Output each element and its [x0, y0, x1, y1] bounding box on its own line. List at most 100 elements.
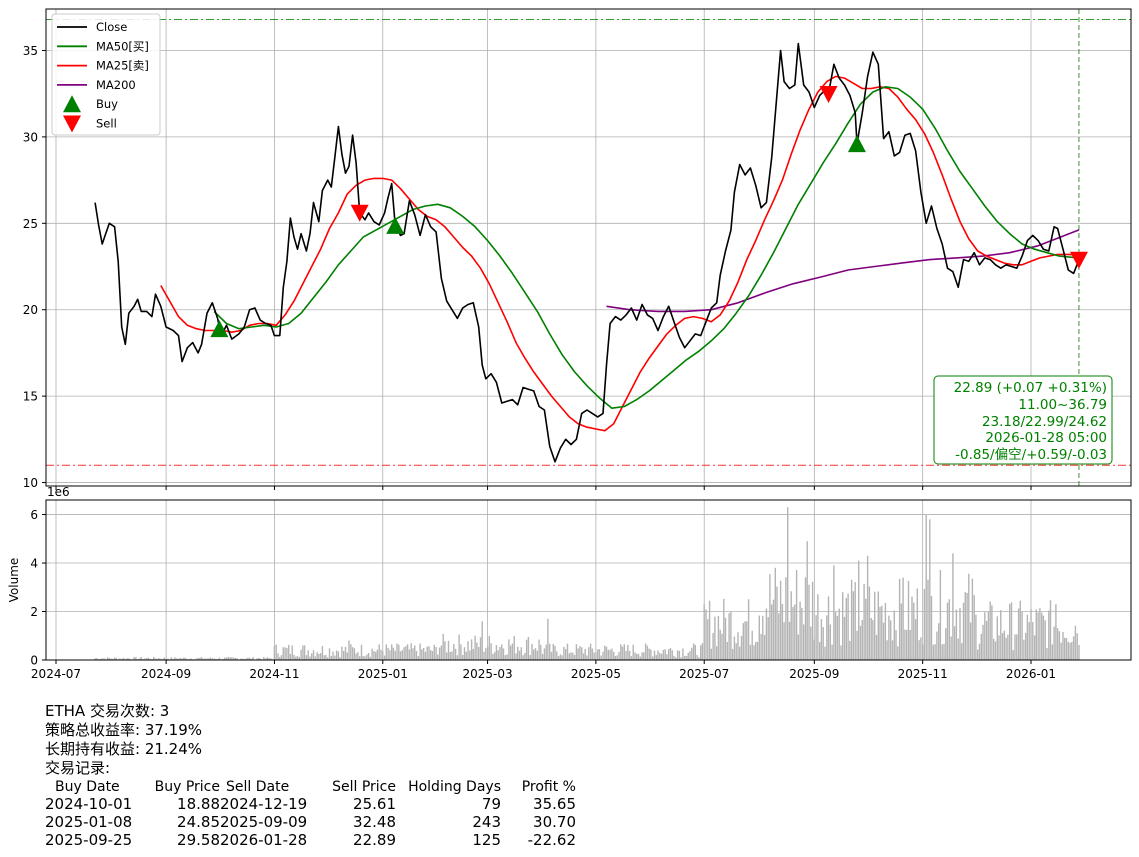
volume-bar — [520, 647, 522, 660]
volume-bar — [993, 638, 995, 660]
volume-bar — [808, 584, 810, 660]
volume-bar — [453, 644, 455, 660]
volume-bar — [623, 644, 625, 660]
volume-bar — [334, 655, 336, 660]
volume-bar — [609, 649, 611, 660]
volume-bar — [314, 656, 316, 660]
price-grid — [46, 9, 1131, 486]
volume-bar — [440, 645, 443, 660]
volume-bar — [662, 649, 665, 660]
volume-bar — [969, 622, 972, 660]
volume-bar — [948, 599, 950, 660]
volume-bar — [751, 630, 753, 660]
volume-bar — [197, 657, 199, 660]
series-line — [606, 229, 1080, 313]
volume-bar — [797, 634, 799, 660]
volume-bar — [810, 626, 812, 660]
volume-bar — [660, 653, 663, 660]
volume-bar — [222, 658, 224, 660]
price-reference-lines — [46, 9, 1131, 486]
volume-bar — [945, 628, 947, 660]
volume-bar — [586, 655, 588, 660]
volume-bar — [925, 514, 927, 660]
volume-bar — [430, 650, 432, 660]
volume-bar — [547, 618, 549, 660]
volume-bar — [190, 658, 192, 660]
volume-bar — [225, 657, 228, 660]
volume-bar — [1055, 604, 1057, 660]
volume-bar — [579, 646, 581, 660]
volume-bar — [602, 651, 604, 660]
volume-bar — [902, 577, 904, 660]
x-tick-label: 2025-07 — [679, 667, 729, 681]
volume-bar — [980, 633, 982, 660]
header-sell-price: Sell Price — [332, 778, 396, 795]
volume-bar — [650, 649, 652, 660]
volume-bar — [771, 604, 773, 660]
volume-bar — [362, 656, 364, 660]
volume-bar — [929, 519, 931, 660]
volume-bar — [859, 625, 862, 660]
volume-bar — [394, 650, 396, 660]
volume-bar — [962, 602, 965, 660]
volume-bar — [545, 644, 547, 660]
volume-bar — [158, 658, 160, 660]
volume-bar — [280, 655, 283, 660]
volume-bar — [330, 656, 332, 660]
volume-bar — [1048, 610, 1050, 660]
volume-bar — [755, 642, 757, 660]
volume-bar — [133, 657, 135, 660]
volume-bar — [858, 560, 860, 660]
volume-bar — [731, 649, 734, 660]
volume-bar — [790, 591, 792, 660]
volume-bar — [756, 641, 759, 660]
table-row: 2025-01-08 24.85 2025-09-09 32.48 243 30… — [45, 813, 576, 831]
volume-bar — [787, 507, 789, 660]
cell-holding-days: 79 — [481, 795, 501, 813]
volume-y-tick-label: 6 — [30, 508, 38, 522]
volume-bar — [332, 651, 334, 660]
volume-bar — [657, 650, 659, 660]
volume-bar — [920, 637, 922, 660]
cell-buy-date: 2025-01-08 — [45, 813, 133, 831]
volume-bar — [616, 655, 618, 660]
volume-bar — [875, 634, 878, 660]
volume-bar — [984, 612, 986, 660]
volume-bar — [200, 657, 203, 660]
cell-profit: -22.62 — [527, 831, 576, 849]
volume-bar — [804, 577, 807, 660]
volume-bar — [170, 657, 173, 660]
volume-bar — [639, 656, 641, 660]
volume-bar — [636, 653, 638, 660]
volume-bar — [476, 642, 478, 660]
volume-bar — [458, 634, 460, 660]
volume-bar — [412, 648, 414, 660]
volume-bar — [865, 598, 867, 660]
buy-marker — [386, 216, 405, 234]
volume-bar — [794, 604, 796, 660]
volume-bar — [1003, 630, 1006, 660]
volume-bar — [785, 577, 787, 660]
volume-bar — [494, 652, 496, 660]
volume-bar — [270, 658, 272, 660]
info-price-change: 22.89 (+0.07 +0.31%) — [954, 380, 1107, 396]
volume-bar — [266, 657, 268, 660]
volume-bar — [893, 610, 895, 660]
volume-bar — [570, 652, 572, 660]
volume-bar — [696, 654, 698, 660]
volume-bar — [1012, 650, 1014, 660]
volume-bar — [604, 645, 606, 660]
volume-bar — [861, 619, 863, 660]
volume-bar — [671, 650, 673, 660]
volume-bar — [357, 652, 359, 660]
volume-bar — [849, 640, 851, 660]
volume-bar — [552, 643, 554, 660]
volume-bar — [840, 645, 842, 660]
series-line — [213, 86, 1080, 409]
volume-y-tick-label: 2 — [30, 605, 38, 619]
volume-bar — [795, 570, 798, 660]
volume-bar — [305, 655, 308, 660]
volume-bar — [488, 636, 490, 660]
volume-bar — [405, 646, 407, 660]
hold-return: 长期持有收益: 21.24% — [45, 740, 203, 758]
